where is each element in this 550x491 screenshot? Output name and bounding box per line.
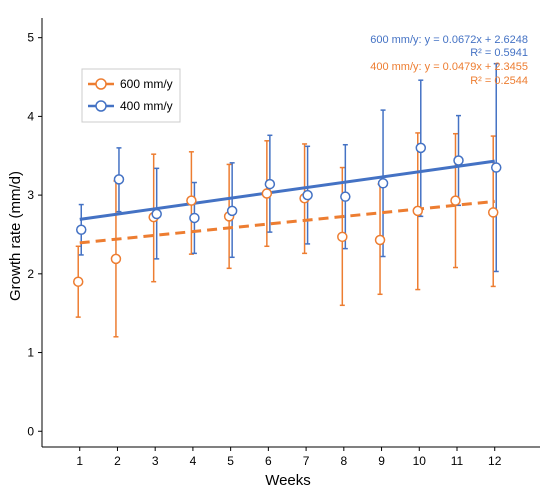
x-tick-label: 12 bbox=[488, 454, 502, 468]
y-tick-label: 0 bbox=[27, 424, 34, 438]
x-tick-label: 11 bbox=[451, 454, 464, 468]
y-tick-label: 1 bbox=[27, 346, 34, 360]
x-axis-title: Weeks bbox=[265, 472, 311, 489]
data-point bbox=[377, 178, 389, 189]
legend: 600 mm/y 400 mm/y bbox=[81, 68, 181, 123]
x-tick-label: 3 bbox=[152, 454, 159, 468]
trend-equation-400: 400 mm/y: y = 0.0479x + 2.3455 bbox=[370, 61, 528, 73]
y-tick-label: 3 bbox=[27, 188, 34, 202]
trend-r2-600: R² = 0.5941 bbox=[470, 47, 528, 59]
data-point bbox=[189, 212, 200, 224]
data-point bbox=[450, 195, 461, 206]
data-point bbox=[151, 208, 162, 220]
y-tick-label: 4 bbox=[27, 109, 34, 123]
trend-line-0 bbox=[79, 199, 495, 245]
data-point bbox=[453, 155, 464, 166]
trend-annotations: 600 mm/y: y = 0.0672x + 2.6248 R² = 0.59… bbox=[370, 34, 528, 87]
data-point bbox=[337, 231, 348, 243]
trend-line-1 bbox=[79, 159, 495, 221]
data-point bbox=[487, 207, 499, 218]
plot-area bbox=[72, 62, 502, 338]
trend-r2-400: R² = 0.2544 bbox=[470, 75, 528, 87]
data-point bbox=[75, 224, 87, 235]
data-point bbox=[186, 195, 197, 206]
y-tick-label: 2 bbox=[27, 267, 34, 281]
x-tick-label: 6 bbox=[265, 454, 272, 468]
x-tick-label: 1 bbox=[76, 454, 83, 468]
y-tick-label: 5 bbox=[27, 31, 34, 45]
data-point bbox=[412, 205, 424, 217]
x-tick-label: 7 bbox=[303, 454, 310, 468]
data-point bbox=[490, 162, 502, 173]
legend-label-400: 400 mm/y bbox=[120, 99, 173, 113]
x-tick-label: 9 bbox=[378, 454, 385, 468]
legend-box bbox=[81, 68, 181, 123]
data-point bbox=[264, 178, 276, 190]
series-0 bbox=[75, 132, 496, 338]
legend-marker-600 bbox=[95, 78, 107, 90]
legend-label-600: 600 mm/y bbox=[120, 77, 173, 91]
legend-marker-400 bbox=[95, 100, 107, 112]
data-point bbox=[110, 253, 122, 265]
data-point bbox=[226, 205, 238, 217]
data-point bbox=[113, 174, 125, 185]
x-tick-label: 4 bbox=[190, 454, 197, 468]
trend-equation-600: 600 mm/y: y = 0.0672x + 2.6248 bbox=[370, 34, 528, 46]
x-tick-label: 5 bbox=[227, 454, 234, 468]
data-point bbox=[302, 189, 313, 201]
x-tick-label: 2 bbox=[114, 454, 121, 468]
y-axis-title: Growth rate (mm/d) bbox=[7, 171, 24, 301]
x-tick-label: 8 bbox=[340, 454, 347, 468]
data-point bbox=[72, 276, 84, 287]
data-point bbox=[415, 142, 427, 154]
x-tick-label: 10 bbox=[413, 454, 427, 468]
data-point bbox=[340, 191, 351, 202]
data-point bbox=[374, 234, 386, 246]
data-point bbox=[261, 188, 273, 199]
